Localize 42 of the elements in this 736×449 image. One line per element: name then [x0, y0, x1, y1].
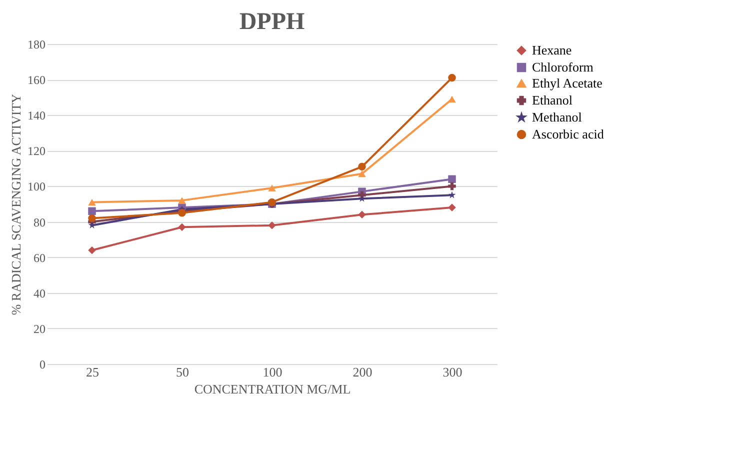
legend-label: Ethanol	[532, 92, 573, 108]
legend-label: Chloroform	[532, 60, 594, 74]
x-tick-label: 200	[352, 364, 372, 380]
legend-label: Ethyl Acetate	[532, 76, 603, 90]
point	[448, 191, 456, 198]
legend-label: Methanol	[532, 110, 582, 124]
legend-label: Hexane	[532, 42, 572, 58]
x-tick-label: 50	[176, 364, 189, 380]
point	[358, 170, 366, 178]
point	[358, 194, 366, 202]
point	[268, 184, 276, 192]
y-tick-label: 0	[40, 358, 46, 372]
y-axis-title: % RADICAL SCAVENGING ACTIVITY	[8, 93, 24, 316]
point	[448, 175, 456, 183]
chart-title: DPPH	[239, 9, 305, 35]
point	[178, 223, 186, 231]
y-tick-label: 40	[34, 286, 46, 300]
legend-label: Ascorbic acid	[532, 126, 604, 142]
x-tick-label: 300	[442, 364, 462, 380]
point	[448, 74, 456, 82]
point	[88, 198, 96, 206]
x-tick-label: 25	[86, 364, 99, 380]
point	[358, 210, 366, 219]
point	[448, 182, 456, 190]
y-tick-label: 140	[28, 108, 46, 123]
y-tick-label: 160	[28, 73, 46, 88]
y-tick-label: 60	[34, 250, 46, 265]
point	[178, 197, 186, 204]
point	[448, 204, 456, 212]
y-tick-label: 20	[34, 322, 46, 336]
x-axis-title: CONCENTRATION MG/ML	[194, 382, 351, 396]
y-tick-label: 120	[28, 144, 46, 158]
point	[448, 96, 456, 102]
point	[88, 207, 96, 215]
point	[88, 246, 96, 254]
point	[358, 162, 366, 171]
x-tick-label: 100	[262, 364, 282, 380]
y-tick-label: 80	[34, 215, 46, 230]
y-tick-label: 180	[28, 38, 46, 52]
y-tick-label: 100	[28, 180, 46, 194]
point	[88, 214, 96, 222]
point	[268, 221, 276, 230]
